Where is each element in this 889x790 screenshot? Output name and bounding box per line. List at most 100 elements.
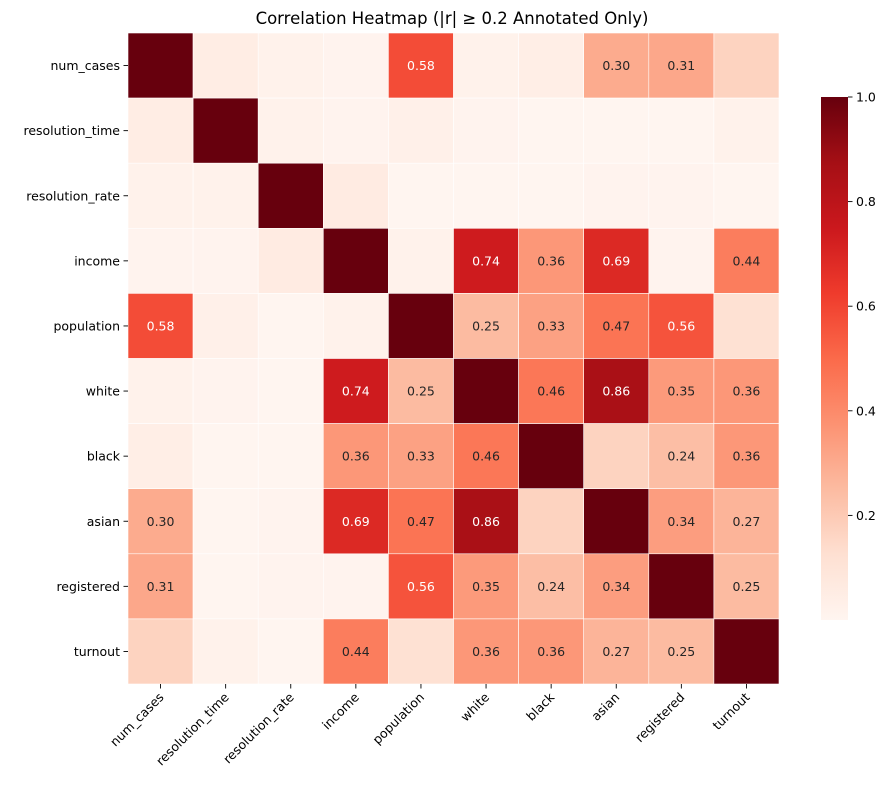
x-tick-label-turnout: turnout	[709, 689, 752, 732]
heatmap-cell-resolution_time-resolution_time	[192, 97, 259, 164]
heatmap-cell-turnout-asian	[583, 618, 650, 685]
cell-annotation: 0.36	[342, 449, 370, 464]
y-tick-label-num_cases: num_cases	[50, 58, 120, 73]
y-tick-label-population: population	[53, 318, 120, 333]
cell-annotation: 0.36	[733, 384, 761, 399]
cell-annotation: 0.56	[407, 579, 435, 594]
x-tick-label-asian: asian	[588, 690, 622, 724]
heatmap-cell-resolution_rate-white	[453, 162, 519, 229]
heatmap-cell-white-population	[388, 358, 454, 424]
heatmap-cell-population-black	[518, 293, 584, 359]
heatmap-cell-black-population	[388, 423, 454, 490]
heatmap-cell-num_cases-resolution_time	[192, 32, 259, 99]
cell-annotation: 0.30	[602, 58, 630, 73]
heatmap-cell-turnout-resolution_rate	[257, 618, 324, 685]
x-tick-label-population: population	[369, 690, 427, 748]
heatmap-cell-registered-income	[322, 553, 389, 620]
heatmap-cell-income-income	[322, 228, 389, 294]
heatmap-cell-white-asian	[583, 358, 650, 424]
heatmap-cell-white-registered	[648, 358, 715, 424]
heatmap-cell-turnout-turnout	[713, 618, 780, 685]
heatmap-cell-resolution_time-asian	[583, 97, 650, 164]
heatmap-cell-income-white	[453, 228, 519, 294]
cell-annotation: 0.47	[602, 318, 630, 333]
y-tick-label-income: income	[74, 253, 120, 268]
heatmap-cell-black-income	[322, 423, 389, 490]
cell-annotation: 0.25	[407, 384, 435, 399]
heatmap-cell-turnout-num_cases	[127, 618, 194, 685]
heatmap-cells	[127, 32, 780, 685]
heatmap-cell-population-resolution_rate	[257, 293, 324, 359]
cell-annotation: 0.30	[147, 514, 175, 529]
cell-annotation: 0.44	[342, 644, 370, 659]
heatmap-cell-resolution_time-resolution_rate	[257, 97, 324, 164]
heatmap-cell-white-turnout	[713, 358, 780, 424]
cell-annotation: 0.31	[667, 58, 695, 73]
cell-annotation: 0.35	[472, 579, 500, 594]
colorbar-tick-label: 0.6	[856, 299, 876, 314]
heatmap-cell-asian-income	[322, 488, 389, 555]
cell-annotation: 0.56	[667, 318, 695, 333]
cell-annotation: 0.33	[407, 449, 435, 464]
heatmap-cell-population-resolution_time	[192, 293, 259, 359]
cell-annotation: 0.47	[407, 514, 435, 529]
heatmap-cell-income-registered	[648, 228, 715, 294]
cell-annotation: 0.58	[147, 318, 175, 333]
heatmap-cell-num_cases-income	[322, 32, 389, 99]
y-tick-label-turnout: turnout	[74, 644, 120, 659]
heatmap-cell-black-asian	[583, 423, 650, 490]
cell-annotation: 0.74	[342, 384, 370, 399]
x-tick-label-black: black	[523, 689, 558, 724]
heatmap-cell-num_cases-black	[518, 32, 584, 99]
cell-annotation: 0.74	[472, 253, 500, 268]
heatmap-cell-black-turnout	[713, 423, 780, 490]
cell-annotation: 0.25	[472, 318, 500, 333]
cell-annotation: 0.27	[733, 514, 761, 529]
y-tick-label-asian: asian	[87, 514, 120, 529]
cell-annotation: 0.34	[602, 579, 630, 594]
heatmap-cell-black-registered	[648, 423, 715, 490]
cell-annotation: 0.31	[147, 579, 175, 594]
y-axis: num_cases resolution_time resolution_ratei…	[23, 58, 128, 659]
y-tick-label-resolution_time: resolution_time	[23, 123, 120, 138]
heatmap-cell-num_cases-num_cases	[127, 32, 194, 99]
heatmap-cell-turnout-registered	[648, 618, 715, 685]
heatmap-cell-asian-resolution_rate	[257, 488, 324, 555]
heatmap-cell-registered-turnout	[713, 553, 780, 620]
cell-annotation: 0.25	[667, 644, 695, 659]
heatmap-cell-black-resolution_rate	[257, 423, 324, 490]
heatmap-cell-black-num_cases	[127, 423, 194, 490]
cell-annotation: 0.69	[342, 514, 370, 529]
chart-title: Correlation Heatmap (|r| ≥ 0.2 Annotated…	[256, 9, 649, 28]
heatmap-cell-num_cases-resolution_rate	[257, 32, 324, 99]
cell-annotation: 0.24	[537, 579, 565, 594]
cell-annotation: 0.24	[667, 449, 695, 464]
heatmap-cell-resolution_rate-black	[518, 162, 584, 229]
heatmap-cell-num_cases-turnout	[713, 32, 780, 99]
x-tick-label-num_cases: num_cases	[107, 690, 167, 750]
colorbar-tick-label: 0.4	[856, 403, 876, 418]
heatmap-cell-resolution_rate-population	[388, 162, 454, 229]
heatmap-cell-resolution_time-turnout	[713, 97, 780, 164]
cell-annotation: 0.35	[667, 384, 695, 399]
heatmap-cell-income-black	[518, 228, 584, 294]
heatmap-cell-resolution_time-registered	[648, 97, 715, 164]
heatmap-cell-population-income	[322, 293, 389, 359]
heatmap-cell-asian-asian	[583, 488, 650, 555]
heatmap-cell-registered-population	[388, 553, 454, 620]
heatmap-cell-population-turnout	[713, 293, 780, 359]
heatmap-cell-num_cases-population	[388, 32, 454, 99]
heatmap-cell-black-resolution_time	[192, 423, 259, 490]
heatmap-cell-num_cases-white	[453, 32, 519, 99]
cell-annotation: 0.36	[537, 253, 565, 268]
heatmap-cell-asian-registered	[648, 488, 715, 555]
cell-annotation: 0.46	[537, 384, 565, 399]
x-tick-label-registered: registered	[632, 690, 688, 746]
x-tick-label-resolution_rate: resolution_rate	[220, 689, 297, 766]
heatmap-cell-white-white	[453, 358, 519, 424]
heatmap-cell-black-black	[518, 423, 584, 490]
heatmap-cell-income-resolution_time	[192, 228, 259, 294]
heatmap-cell-resolution_time-black	[518, 97, 584, 164]
cell-annotation: 0.36	[733, 449, 761, 464]
heatmap-cell-white-resolution_rate	[257, 358, 324, 424]
